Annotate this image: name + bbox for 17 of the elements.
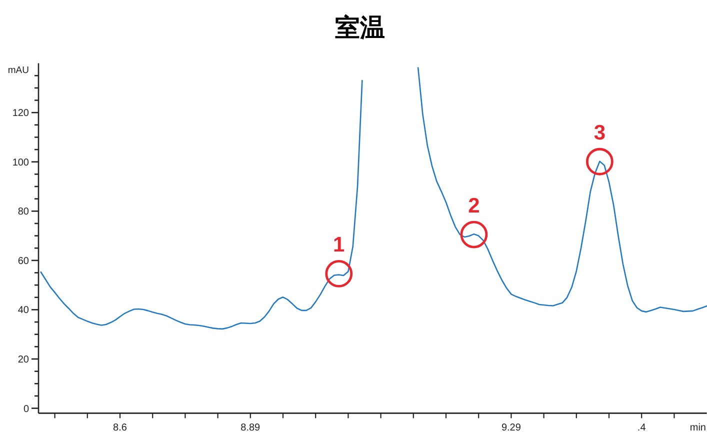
chart-title: 室温: [335, 14, 385, 42]
x-tick-label: 8.89: [240, 422, 261, 432]
annotation: 3: [594, 122, 606, 145]
annotation: 1: [333, 234, 346, 257]
y-tick-label: 60: [18, 256, 30, 267]
x-axis-title: min: [690, 422, 706, 432]
x-tick-label: 8.6: [113, 422, 128, 432]
x-tick-label: .4: [637, 422, 646, 432]
annotation: 2: [468, 194, 480, 218]
y-tick-label: 20: [18, 354, 30, 366]
y-tick-label: 0: [23, 404, 30, 415]
y-tick-label: 120: [12, 108, 30, 120]
y-tick-label: 40: [18, 305, 30, 316]
y-axis-title: mAU: [8, 65, 30, 76]
x-tick-label: 9.29: [501, 422, 522, 432]
y-tick-label: 100: [12, 157, 30, 168]
y-tick-label: 80: [18, 206, 30, 218]
